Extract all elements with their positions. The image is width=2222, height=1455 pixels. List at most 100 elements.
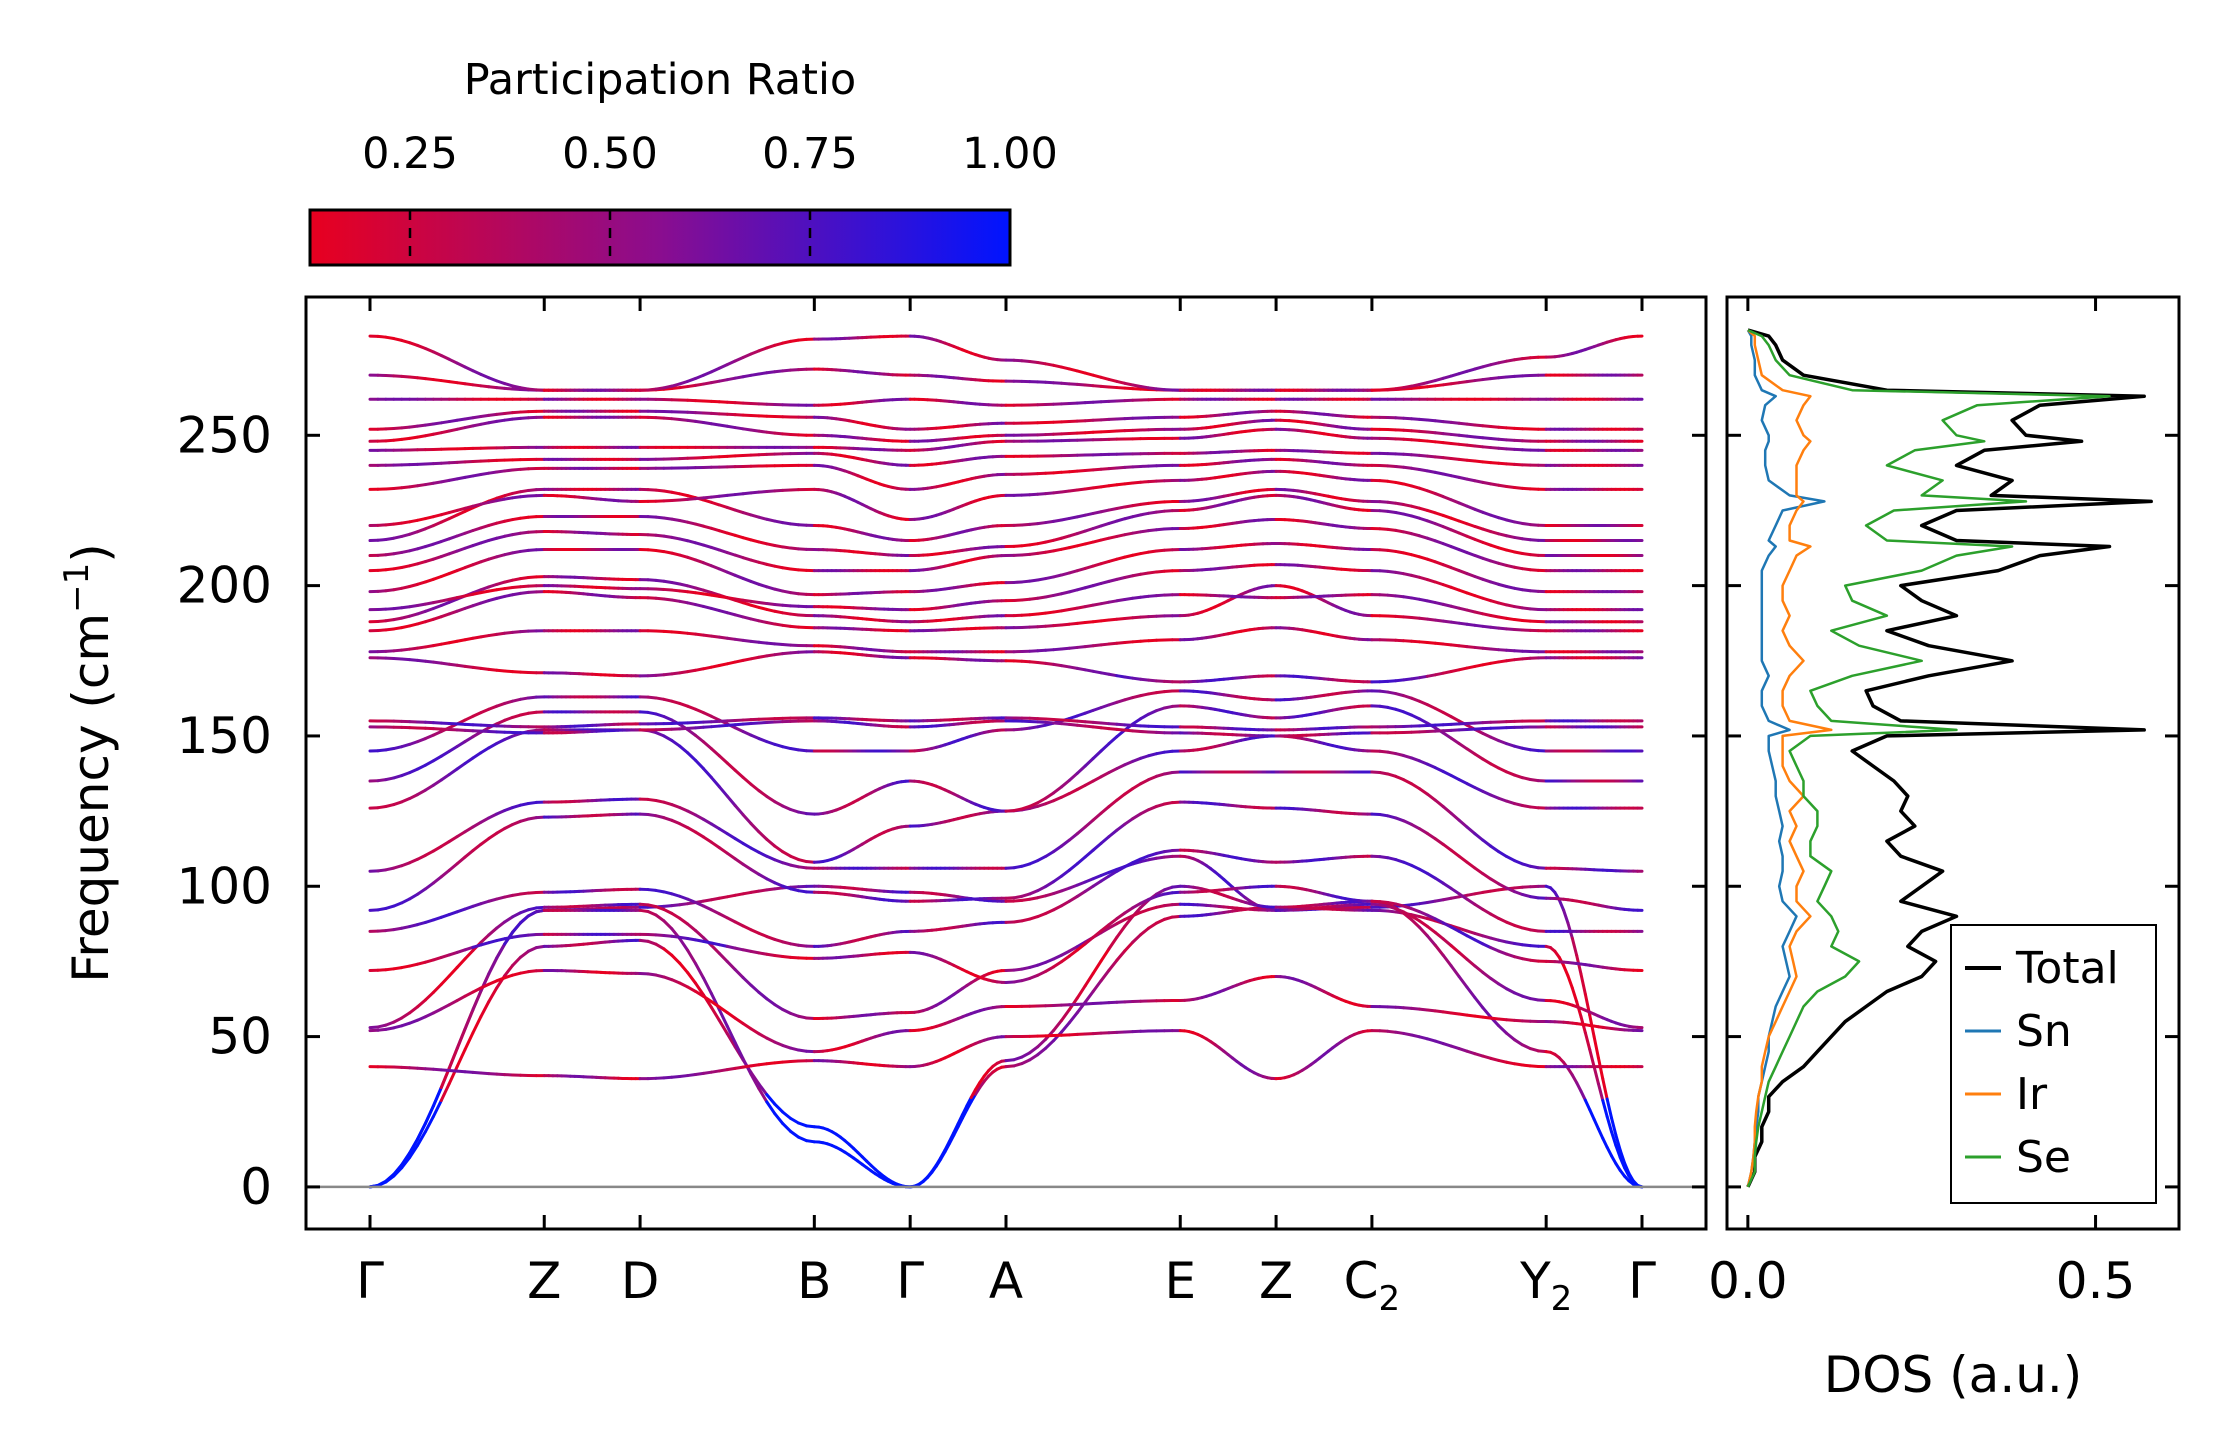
band-segment xyxy=(1497,850,1509,858)
band-segment xyxy=(765,837,777,848)
band-segment xyxy=(439,749,451,758)
phonon-band xyxy=(368,689,1644,753)
phonon-band xyxy=(368,584,1644,633)
band-segment xyxy=(1481,1006,1493,1019)
band-segment xyxy=(471,820,483,829)
band-segment xyxy=(1433,837,1445,846)
band-segment xyxy=(1465,897,1477,906)
band-segment xyxy=(733,1016,745,1026)
band-segment xyxy=(1083,818,1095,829)
band-segment xyxy=(1044,965,1056,973)
band-segment xyxy=(1044,791,1056,800)
band-segment xyxy=(1410,918,1421,929)
band-segment xyxy=(1107,922,1119,930)
band-segment xyxy=(1107,735,1119,746)
band-segment xyxy=(1614,1133,1622,1152)
band-segment xyxy=(1044,850,1056,858)
band-segment xyxy=(1473,832,1485,842)
band-segment xyxy=(725,794,737,807)
band-segment xyxy=(1059,899,1071,908)
band-segment xyxy=(1067,894,1079,903)
band-segment xyxy=(686,985,698,993)
band-segment xyxy=(694,830,705,839)
band-segment xyxy=(1107,935,1119,951)
band-segment xyxy=(447,744,459,753)
band-segment xyxy=(733,857,745,866)
band-segment xyxy=(1154,888,1166,896)
band-segment xyxy=(1449,715,1461,723)
phonon-band xyxy=(368,800,1644,912)
band-segment xyxy=(1075,984,1087,1000)
band-segment xyxy=(447,1065,459,1086)
band-segment xyxy=(408,1137,420,1155)
band-segment xyxy=(694,733,705,744)
band-segment xyxy=(1075,940,1087,949)
band-segment xyxy=(741,862,753,871)
band-segment xyxy=(749,782,761,793)
band-segment xyxy=(431,1086,443,1108)
band-segment xyxy=(511,921,522,934)
band-segment xyxy=(1131,782,1143,791)
band-segment xyxy=(416,788,427,797)
band-segment xyxy=(1457,929,1469,938)
band-segment xyxy=(1083,935,1095,946)
band-segment xyxy=(1473,964,1485,974)
band-segment xyxy=(1131,812,1143,821)
band-segment xyxy=(1099,926,1111,935)
band-segment xyxy=(1489,762,1501,770)
band-segment xyxy=(1601,1077,1609,1101)
band-segment xyxy=(717,1018,729,1036)
band-segment xyxy=(686,948,698,965)
band-segment xyxy=(1059,1021,1071,1034)
band-segment xyxy=(773,800,785,808)
band-segment xyxy=(423,783,435,792)
band-segment xyxy=(416,1121,427,1141)
band-segment xyxy=(1449,886,1461,896)
band-segment xyxy=(765,1093,777,1106)
band-segment xyxy=(431,754,443,763)
band-segment xyxy=(1481,970,1493,980)
band-segment xyxy=(1417,827,1429,835)
band-segment xyxy=(1115,865,1127,873)
band-segment xyxy=(463,756,475,765)
band-segment xyxy=(447,965,459,978)
band-segment xyxy=(439,868,451,879)
band-segment xyxy=(773,1112,785,1125)
band-segment xyxy=(495,826,507,835)
band-segment xyxy=(1425,792,1437,802)
band-segment xyxy=(447,862,459,872)
phonon-band xyxy=(368,968,1644,1054)
band-segment xyxy=(1099,968,1111,983)
band-segment xyxy=(1107,958,1119,972)
band-segment xyxy=(956,1113,964,1126)
phonon-bands xyxy=(368,334,1644,1189)
band-segment xyxy=(725,1011,737,1020)
band-segment xyxy=(1417,919,1429,928)
band-segment xyxy=(1052,874,1063,884)
band-segment xyxy=(709,840,721,850)
band-segment xyxy=(511,955,522,967)
band-segment xyxy=(463,735,475,744)
band-segment xyxy=(725,832,737,841)
band-segment xyxy=(725,1032,737,1049)
band-segment xyxy=(694,981,705,997)
band-segment xyxy=(408,1005,420,1015)
band-segment xyxy=(1115,911,1127,921)
band-segment xyxy=(1099,923,1111,933)
band-segment xyxy=(1489,877,1501,886)
band-segment xyxy=(431,778,443,787)
band-segment xyxy=(757,990,769,1001)
band-segment xyxy=(1036,1037,1048,1049)
band-segment xyxy=(709,747,721,758)
band-segment xyxy=(1449,811,1461,822)
band-segment xyxy=(1473,866,1485,876)
band-segment xyxy=(1131,901,1143,910)
band-segment xyxy=(717,827,729,836)
band-segment xyxy=(701,994,713,1004)
band-segment xyxy=(741,1022,753,1031)
band-segment xyxy=(455,761,467,771)
band-segment xyxy=(423,759,435,767)
band-segment xyxy=(1441,937,1453,948)
band-segment xyxy=(471,842,483,853)
band-segment xyxy=(408,1143,420,1160)
